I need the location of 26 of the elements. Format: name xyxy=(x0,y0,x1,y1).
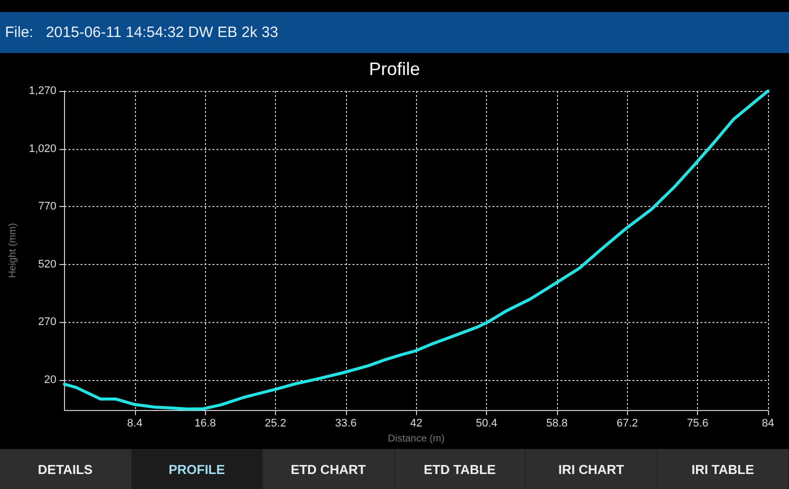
y-axis-title: Height (mm) xyxy=(8,223,18,278)
text: PROFILE xyxy=(132,449,263,489)
x-tick-label: 75.6 xyxy=(686,418,708,430)
y-tick-label: 1,270 xyxy=(28,85,56,97)
x-tick-label: 42 xyxy=(410,418,422,430)
x-tick-label: 67.2 xyxy=(616,418,638,430)
x-tick-label: 50.4 xyxy=(476,418,498,430)
x-tick-label: 16.8 xyxy=(194,418,216,430)
text: IRI TABLE xyxy=(658,449,789,489)
x-tick-label: 8.4 xyxy=(127,418,142,430)
text: ETD TABLE xyxy=(394,449,526,489)
y-tick-label: 270 xyxy=(38,316,56,328)
x-tick-label: 58.8 xyxy=(546,418,568,430)
y-tick-label: 20 xyxy=(44,374,56,386)
x-axis-title: Distance (m) xyxy=(388,434,445,444)
x-tick-label: 84 xyxy=(762,418,774,430)
text: IRI CHART xyxy=(526,449,658,489)
text: DETAILS xyxy=(0,449,132,489)
y-tick-label: 1,020 xyxy=(28,142,56,155)
chart-title: Profile xyxy=(368,59,420,79)
y-tick-label: 770 xyxy=(38,200,56,213)
x-tick-label: 25.2 xyxy=(264,418,286,430)
y-tick-label: 520 xyxy=(38,258,56,270)
chart-subtitle: File: 2015-06-11 14:54:32 DW EB 2k 33 xyxy=(0,12,789,53)
x-tick-label: 33.6 xyxy=(335,418,357,430)
text: ETD CHART xyxy=(263,449,394,489)
